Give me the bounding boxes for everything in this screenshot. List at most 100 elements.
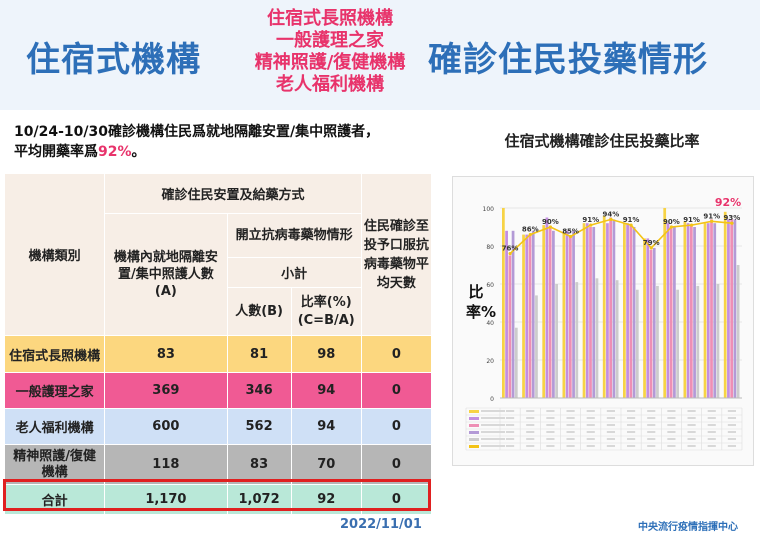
total-highlight-frame bbox=[3, 479, 431, 511]
bar bbox=[615, 280, 619, 398]
rate-point-label: 79% bbox=[643, 239, 660, 247]
bar bbox=[736, 265, 740, 398]
bar bbox=[585, 223, 589, 398]
data-table-cell-blur bbox=[627, 417, 636, 419]
bar bbox=[552, 230, 555, 398]
bar bbox=[609, 217, 613, 398]
data-table-swatch bbox=[469, 417, 479, 420]
bar bbox=[673, 227, 676, 398]
subtitle: 10/24-10/30確診機構住民爲就地隔離安置/集中照護者， 平均開藥率爲92… bbox=[14, 122, 444, 162]
rate-point bbox=[609, 217, 613, 221]
data-table-cell-blur bbox=[546, 410, 555, 412]
bar bbox=[502, 208, 505, 398]
y-tick-label: 100 bbox=[483, 206, 495, 213]
data-table-cell-blur bbox=[606, 445, 615, 447]
data-table-cell-blur bbox=[647, 410, 656, 412]
data-table-cell-blur bbox=[606, 424, 615, 426]
data-table-cell-blur bbox=[506, 431, 515, 433]
rate-point-label: 90% bbox=[542, 218, 559, 226]
data-table-cell-blur bbox=[707, 417, 716, 419]
data-table-text-blur bbox=[481, 431, 505, 433]
data-table-swatch bbox=[469, 424, 479, 427]
header-antiviral: 開立抗病毒藥物情形 bbox=[226, 213, 362, 258]
bar bbox=[649, 249, 653, 398]
bar bbox=[646, 238, 650, 398]
y-tick-label: 80 bbox=[486, 244, 494, 251]
header-inplace: 機構內就地隔離安置/集中照護人數(A) bbox=[104, 213, 228, 336]
bar bbox=[730, 219, 734, 398]
row-d: 0 bbox=[360, 372, 433, 409]
data-table-cell-blur bbox=[687, 431, 696, 433]
data-table-cell-blur bbox=[687, 410, 696, 412]
data-table-cell-blur bbox=[506, 424, 515, 426]
data-table-cell-blur bbox=[566, 410, 575, 412]
row-b: 562 bbox=[226, 408, 292, 445]
data-table-cell-blur bbox=[566, 431, 575, 433]
chart-title: 住宿式機構確診住民投藥比率 bbox=[504, 132, 700, 150]
data-table-cell-blur bbox=[586, 431, 595, 433]
rate-point bbox=[589, 223, 593, 227]
rate-point-label: 85% bbox=[562, 228, 579, 236]
data-table-cell-blur bbox=[526, 424, 535, 426]
bar bbox=[514, 327, 518, 398]
bar bbox=[612, 219, 616, 398]
rate-line bbox=[509, 218, 732, 255]
row-c: 98 bbox=[290, 335, 362, 373]
row-name: 精神照護/復健機構 bbox=[3, 444, 106, 485]
rate-point bbox=[730, 221, 734, 225]
data-table-cell-blur bbox=[606, 431, 615, 433]
y-tick-label: 20 bbox=[486, 358, 494, 365]
row-a: 600 bbox=[104, 408, 228, 445]
row-c: 94 bbox=[290, 408, 362, 445]
data-table-cell-blur bbox=[667, 431, 676, 433]
data-table-cell-blur bbox=[727, 424, 736, 426]
data-table-swatch bbox=[469, 431, 479, 434]
rate-point-label: 91% bbox=[703, 212, 720, 220]
bar bbox=[606, 223, 609, 398]
row-d: 0 bbox=[360, 335, 433, 373]
row-a: 83 bbox=[104, 335, 228, 373]
data-table-cell-blur bbox=[606, 438, 615, 440]
bar bbox=[689, 225, 693, 398]
bar bbox=[669, 227, 673, 398]
bar bbox=[548, 227, 552, 398]
row-b: 83 bbox=[226, 444, 292, 485]
bar bbox=[582, 223, 586, 398]
data-table-cell-blur bbox=[647, 431, 656, 433]
data-table-cell-blur bbox=[687, 438, 696, 440]
row-c: 70 bbox=[290, 444, 362, 485]
data-table-cell-blur bbox=[687, 445, 696, 447]
bar bbox=[643, 238, 646, 398]
header-count: 人數(B) bbox=[226, 287, 292, 336]
y-tick-label: 40 bbox=[486, 320, 494, 327]
bar bbox=[693, 227, 696, 398]
rate-point bbox=[508, 252, 512, 256]
data-table-text-blur bbox=[481, 417, 505, 419]
table-row: 精神照護/復健機構 118 83 70 0 bbox=[3, 444, 433, 485]
rate-point bbox=[710, 219, 714, 223]
data-table-cell-blur bbox=[506, 438, 515, 440]
bar bbox=[545, 217, 549, 398]
table-header-row-1: 機構類別 確診住民安置及給藥方式 住民確診至投予口服抗病毒藥物平均天數 bbox=[3, 173, 433, 336]
rate-point bbox=[528, 233, 532, 237]
data-table-cell-blur bbox=[667, 417, 676, 419]
bar bbox=[710, 219, 713, 398]
highlight-label: 92% bbox=[715, 196, 741, 209]
bar bbox=[683, 221, 687, 398]
bar bbox=[635, 289, 639, 398]
data-table-cell-blur bbox=[586, 417, 595, 419]
bar bbox=[686, 223, 690, 398]
bar bbox=[572, 230, 575, 398]
bar bbox=[676, 289, 679, 398]
bar bbox=[535, 295, 538, 398]
data-table-cell-blur bbox=[707, 445, 716, 447]
data-table-cell-blur bbox=[546, 417, 555, 419]
title-right: 確診住民投藥情形 bbox=[428, 40, 708, 80]
data-table-swatch bbox=[469, 445, 479, 448]
row-b: 81 bbox=[226, 335, 292, 373]
data-table-cell-blur bbox=[647, 445, 656, 447]
bar bbox=[629, 225, 633, 398]
bar bbox=[565, 230, 569, 398]
bar bbox=[562, 232, 566, 398]
bar bbox=[531, 230, 535, 398]
